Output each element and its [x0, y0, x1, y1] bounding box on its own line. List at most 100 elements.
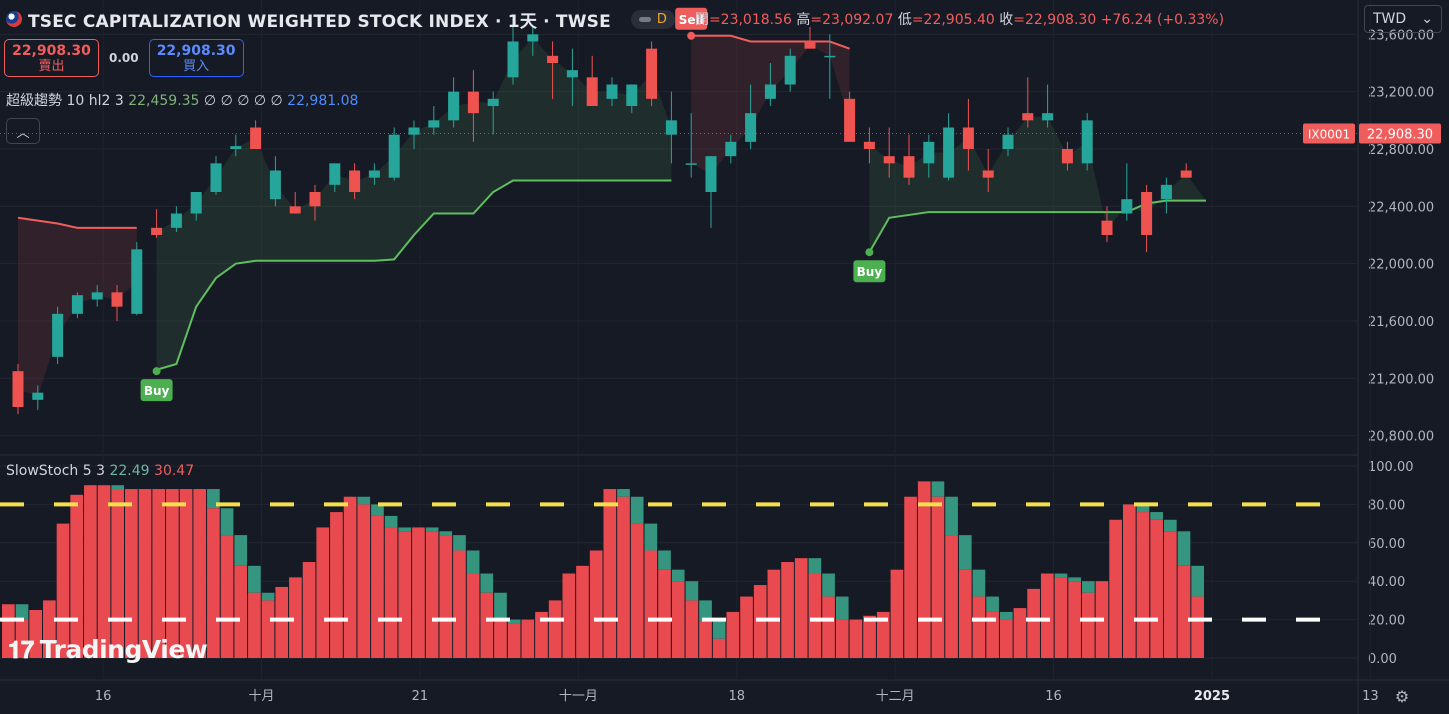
price-axis-label: 22,800.00: [1368, 143, 1434, 158]
candle-body: [467, 91, 479, 114]
buy-button[interactable]: 22,908.30 買入: [148, 39, 244, 77]
stoch-d-bar: [835, 596, 849, 620]
supertrend-line-down: [17, 216, 137, 229]
candle-body: [982, 170, 994, 178]
stoch-k-bar: [767, 569, 781, 658]
stoch-k-bar: [576, 565, 589, 658]
stoch-k-bar: [1191, 596, 1204, 658]
stoch-k-value: 22.49: [109, 463, 150, 479]
stoch-d-bar: [371, 504, 384, 516]
stoch-d-bar: [1163, 519, 1177, 532]
ohlc-close-key: 收: [999, 12, 1014, 28]
stoch-k-bar: [931, 496, 945, 658]
stoch-k-bar: [876, 611, 890, 658]
candle-body: [349, 170, 361, 192]
sell-button[interactable]: 22,908.30 賣出: [4, 39, 99, 77]
candle-body: [1022, 113, 1034, 121]
stoch-k-bar: [658, 569, 671, 658]
candle-body: [527, 34, 539, 42]
candle-body: [151, 227, 163, 235]
chevron-up-icon: ︿: [16, 125, 30, 141]
candle-body: [1180, 170, 1192, 178]
stoch-k-bar: [726, 611, 740, 658]
signal-dot-buy: [152, 367, 161, 376]
stoch-k-bar: [1177, 565, 1191, 658]
stoch-k-bar: [562, 573, 576, 658]
stoch-k-bar: [644, 550, 658, 658]
stoch-k-bar: [630, 523, 644, 658]
stoch-k-bar: [138, 489, 152, 658]
stoch-k-bar: [207, 508, 220, 658]
chevron-down-icon: ⌄: [1421, 11, 1433, 27]
last-price-symbol-label: IX0001: [1308, 127, 1350, 141]
stoch-d-bar: [1191, 565, 1204, 597]
candle-body: [52, 313, 64, 357]
stoch-d-bar: [617, 489, 630, 497]
stoch-legend[interactable]: SlowStoch 5 3 22.49 30.47: [6, 463, 194, 479]
stoch-k-bar: [125, 489, 138, 658]
supertrend-empty-values: ∅ ∅ ∅ ∅ ∅: [203, 93, 283, 109]
time-axis-label: 十二月: [876, 689, 915, 704]
candle-body: [804, 41, 816, 49]
time-axis-label: 16: [95, 689, 112, 704]
symbol-title[interactable]: TSEC CAPITALIZATION WEIGHTED STOCK INDEX…: [28, 11, 611, 32]
candle-body: [230, 146, 242, 149]
stoch-k-bar: [1027, 588, 1040, 658]
market-status-pill[interactable]: D: [630, 9, 675, 29]
currency-selector[interactable]: TWD ⌄: [1364, 5, 1442, 33]
stoch-k-bar: [1054, 577, 1068, 658]
stoch-d-bar: [425, 527, 439, 532]
candle-body: [1101, 220, 1113, 235]
candle-body: [111, 292, 123, 307]
price-axis-label: 21,200.00: [1368, 372, 1434, 387]
tradingview-brand: TradingView: [39, 635, 208, 664]
supertrend-line-up: [156, 179, 672, 371]
stoch-k-bar: [904, 496, 917, 658]
stoch-k-bar: [29, 610, 43, 658]
candle-body: [329, 163, 341, 185]
collapse-legend-button[interactable]: ︿: [6, 118, 40, 144]
stoch-k-bar: [945, 535, 958, 658]
supertrend-line-down: [691, 34, 850, 50]
candle-body: [131, 249, 143, 314]
stoch-d-bar: [931, 481, 945, 497]
time-axis-label: 2025: [1194, 689, 1230, 704]
candle-body: [883, 156, 895, 164]
candle-body: [764, 84, 776, 99]
stoch-k-bar: [890, 569, 904, 658]
stoch-d-bar: [685, 581, 699, 601]
stoch-k-bar: [589, 550, 603, 658]
supertrend-legend[interactable]: 超級趨勢 10 hl2 3 22,459.35 ∅ ∅ ∅ ∅ ∅ 22,981…: [6, 90, 358, 110]
last-price-symbol-tag: [1303, 123, 1355, 144]
candle-body: [745, 113, 757, 142]
ohlc-low-key: 低: [897, 12, 912, 28]
stoch-d-bar: [15, 604, 29, 620]
supertrend-fill-down: [18, 217, 137, 397]
candle-body: [606, 84, 618, 99]
stoch-k-bar: [1013, 608, 1027, 658]
stoch-d-bar: [1136, 504, 1150, 513]
stoch-k-bar: [412, 527, 425, 658]
stoch-k-bar: [179, 489, 193, 658]
candle-body: [943, 127, 955, 178]
tradingview-logo[interactable]: 𝟏𝟕 TradingView: [8, 635, 208, 664]
stoch-d-bar: [439, 531, 453, 536]
stoch-d-bar: [507, 619, 521, 624]
stoch-d-bar: [958, 535, 972, 570]
ohlc-open-value: =23,018.56: [708, 12, 792, 28]
stoch-k-bar: [480, 592, 494, 658]
gear-icon[interactable]: ⚙: [1394, 686, 1410, 706]
stoch-k-bar: [849, 619, 863, 658]
signal-badge-buy: [140, 379, 173, 402]
spread-value: 0.00: [109, 51, 139, 65]
stoch-d-bar: [480, 573, 494, 593]
ohlc-high-key: 高: [796, 12, 811, 28]
candle-body: [903, 156, 915, 178]
time-axis-label: 13: [1362, 689, 1379, 704]
candle-body: [1121, 199, 1133, 214]
candle-body: [586, 77, 598, 106]
signal-badge-buy: [853, 260, 886, 283]
stoch-name: SlowStoch 5 3: [6, 463, 106, 479]
supertrend-value-up: 22,459.35: [128, 93, 200, 109]
